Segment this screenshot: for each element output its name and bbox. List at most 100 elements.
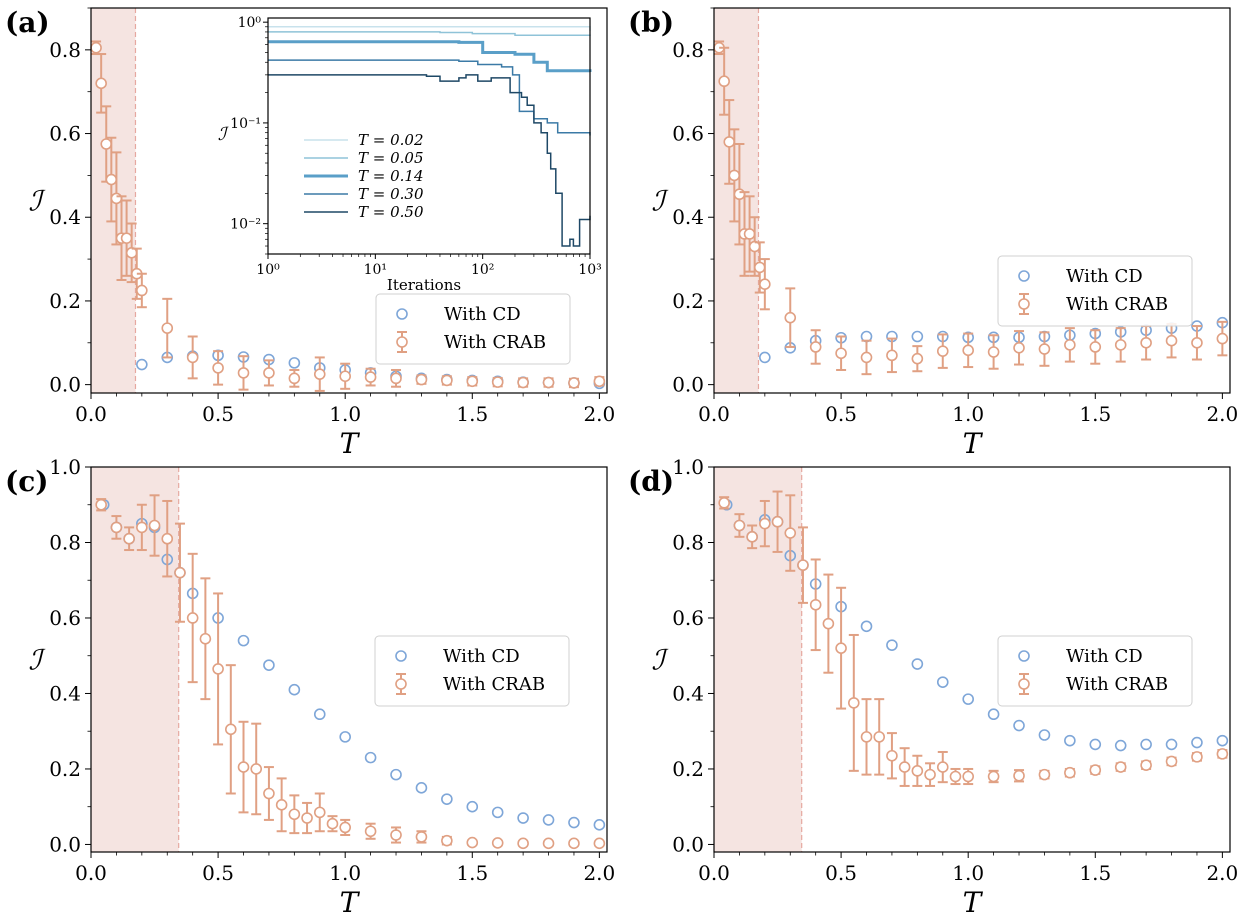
y-axis-label: ℐ xyxy=(651,644,669,677)
cd-point xyxy=(1114,739,1127,752)
panel-label: (a) xyxy=(5,6,50,39)
crab-point xyxy=(186,612,199,624)
x-tick-label: 1.0 xyxy=(329,402,361,426)
inset-y-tick-label: 10⁻² xyxy=(230,217,261,233)
crab-point xyxy=(161,322,174,334)
crab-point xyxy=(1038,768,1051,781)
y-tick-label: 0.4 xyxy=(672,681,704,705)
y-tick-label: 0.4 xyxy=(49,205,81,229)
crab-point xyxy=(962,770,974,783)
cd-point xyxy=(364,751,377,764)
x-tick-label: 1.5 xyxy=(1079,402,1111,426)
crab-point xyxy=(936,345,949,357)
x-tick-label: 2.0 xyxy=(1206,861,1238,885)
cd-point xyxy=(542,814,555,826)
legend-cd-marker xyxy=(1018,650,1030,662)
cd-point xyxy=(517,812,529,824)
crab-point xyxy=(1114,339,1127,351)
crab-point xyxy=(860,351,873,364)
inset-y-tick-label: 10⁰ xyxy=(238,15,262,31)
x-axis-label: T xyxy=(340,886,361,919)
crab-point xyxy=(1216,748,1229,760)
x-tick-label: 0.0 xyxy=(75,861,107,885)
legend-crab-marker xyxy=(1018,678,1030,690)
cd-point xyxy=(1216,734,1229,747)
x-tick-label: 1.0 xyxy=(952,402,984,426)
crab-point xyxy=(568,837,580,850)
crab-point xyxy=(517,376,529,389)
x-tick-label: 0.5 xyxy=(825,402,857,426)
axes-frame xyxy=(90,7,608,394)
legend-crab-marker xyxy=(1018,298,1030,310)
crab-point xyxy=(364,371,377,383)
legend: With CD With CRAB xyxy=(375,293,571,365)
y-tick-label: 0.4 xyxy=(49,681,81,705)
panel-b: 0.0 0.5 1.0 1.5 2.0 0.0 0.2 0.4 0.6 0.8 T ℐ (b) With … xyxy=(628,6,1238,460)
crab-point xyxy=(250,763,263,775)
cd-point xyxy=(936,676,949,688)
legend-cd-marker xyxy=(1018,270,1030,282)
crab-point xyxy=(1114,761,1127,773)
crab-point xyxy=(1089,341,1102,353)
y-tick-label: 0.0 xyxy=(49,373,81,397)
y-tick-label: 0.6 xyxy=(49,122,81,146)
legend: With CD With CRAB xyxy=(997,255,1193,327)
cd-point xyxy=(1165,738,1178,751)
crab-point xyxy=(542,376,555,389)
legend-box xyxy=(997,635,1193,707)
panel-c: 0.0 0.5 1.0 1.5 2.00.00.20.40.60.81.0Tℐ(c)Wi… xyxy=(5,455,615,919)
inset-legend: T = 0.02T = 0.05T = 0.14T = 0.30T = 0.50 xyxy=(304,131,424,221)
cd-point xyxy=(339,731,351,743)
panel-a: 0.0 0.5 1.0 1.5 2.0 0.0 0.2 0.4 0.6 0.8 T ℐ (a) With … xyxy=(5,6,615,460)
crab-point xyxy=(466,836,479,849)
series-with-crab xyxy=(713,40,1229,376)
panel-label: (c) xyxy=(5,465,49,498)
crab-point xyxy=(809,598,822,611)
y-ticks: 0.0 0.2 0.4 0.6 0.8 1.0 xyxy=(49,455,91,856)
crab-point xyxy=(1038,343,1051,355)
crab-point xyxy=(568,377,580,389)
series-with-crab xyxy=(90,40,606,392)
legend-cd-marker xyxy=(396,308,408,320)
axes-frame xyxy=(713,466,1231,853)
y-tick-label: 0.0 xyxy=(49,832,81,856)
y-ticks: 0.0 0.2 0.4 0.6 0.8 xyxy=(672,7,714,397)
inset-x-axis-label: Iterations xyxy=(387,276,461,294)
crab-point xyxy=(987,770,1000,783)
crab-point xyxy=(593,837,606,850)
legend-cd-label: With CD xyxy=(1066,646,1143,667)
inset-line xyxy=(268,74,591,247)
legend-crab-label: With CRAB xyxy=(1066,674,1168,695)
crab-point xyxy=(1165,755,1178,768)
crab-point xyxy=(491,837,504,849)
y-tick-label: 0.8 xyxy=(672,530,704,554)
x-ticks: 0.0 0.5 1.0 1.5 2.0 xyxy=(75,852,615,885)
cd-point xyxy=(568,816,580,829)
cd-point xyxy=(1191,736,1203,749)
crab-point xyxy=(123,532,135,545)
cd-point xyxy=(441,793,453,805)
inset-legend-label: T = 0.30 xyxy=(358,185,424,203)
panel-label: (b) xyxy=(628,6,674,39)
crab-point xyxy=(718,75,730,88)
crab-point xyxy=(136,284,148,297)
crab-point xyxy=(848,697,860,709)
crab-point xyxy=(313,368,326,380)
y-axis-label: ℐ xyxy=(28,185,46,218)
crab-point xyxy=(898,761,911,773)
inset-line xyxy=(268,59,591,136)
y-tick-label: 0.2 xyxy=(672,289,704,313)
cd-point xyxy=(491,806,504,819)
crab-point xyxy=(784,311,797,324)
crab-point xyxy=(746,531,758,543)
inset-legend-label: T = 0.05 xyxy=(358,149,424,167)
legend-crab-marker xyxy=(396,336,408,348)
crab-point xyxy=(949,770,962,783)
shaded-region xyxy=(714,467,802,852)
cd-point xyxy=(911,658,924,670)
x-tick-label: 0.5 xyxy=(825,861,857,885)
y-tick-label: 0.6 xyxy=(672,122,704,146)
legend: With CD With CRAB xyxy=(997,635,1193,707)
legend-cd-label: With CD xyxy=(1066,266,1143,287)
